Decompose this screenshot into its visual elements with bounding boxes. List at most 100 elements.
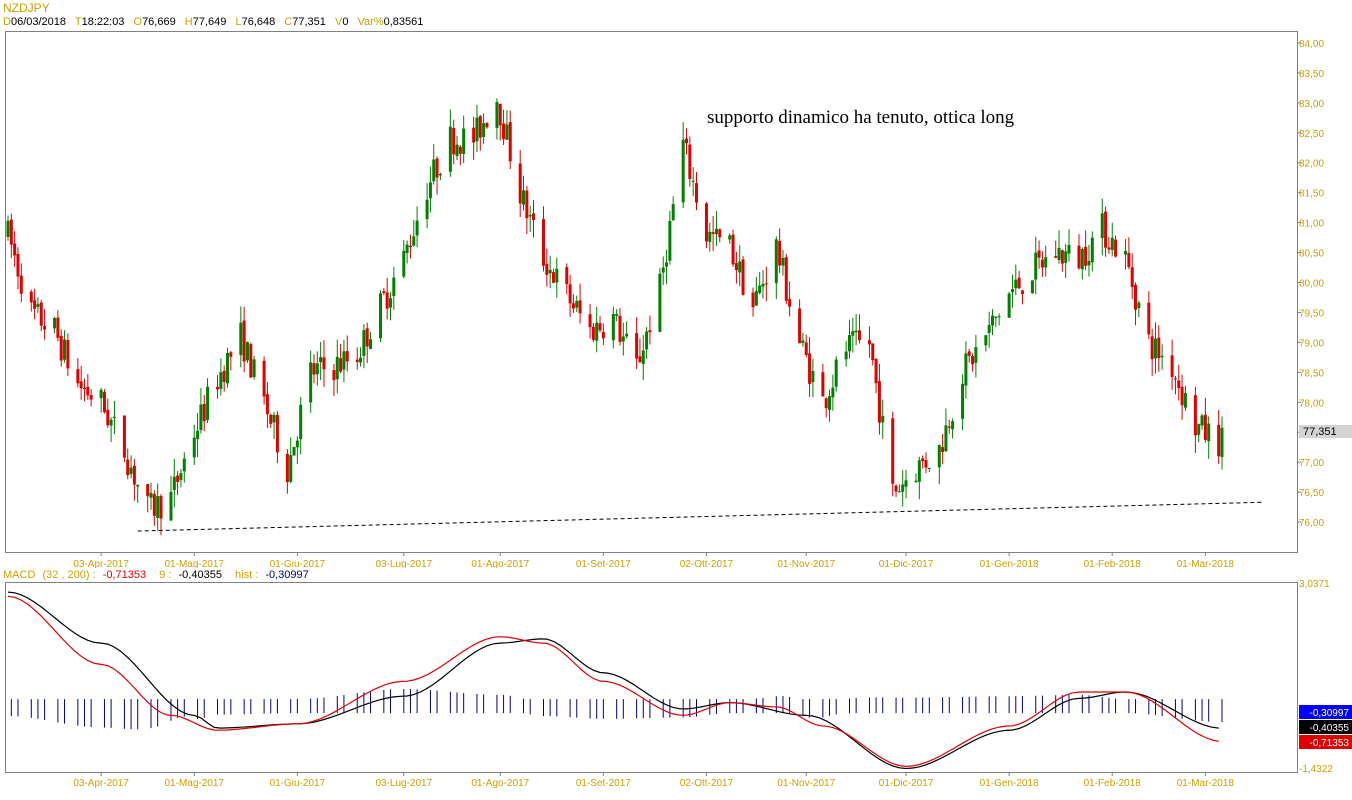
candle-body xyxy=(269,414,273,424)
price-x-tick-label: 03-Apr-2017 xyxy=(73,559,129,568)
candle-body xyxy=(618,315,622,342)
candle-body xyxy=(192,437,196,458)
last-price-marker xyxy=(1299,425,1352,438)
candle-body xyxy=(937,445,941,468)
candle-body xyxy=(555,268,559,283)
candle-body xyxy=(924,460,928,468)
candle-body xyxy=(728,235,732,240)
price-y-tick-label: 83,50 xyxy=(1299,69,1324,80)
macd-chart[interactable]: 3,0371 -1,4322 03-Apr-2017 01-Mag-2017 01-G… xyxy=(0,568,1352,800)
candle-body xyxy=(1220,427,1224,457)
candle-body xyxy=(43,326,47,330)
candle-body xyxy=(159,496,163,519)
candle-body xyxy=(1157,337,1161,359)
candle-body xyxy=(29,291,33,303)
candle-body xyxy=(867,340,871,345)
candle-body xyxy=(1183,392,1187,408)
candle-body xyxy=(1104,211,1108,248)
candle-body xyxy=(425,199,429,220)
candle-body xyxy=(428,182,432,199)
low-value: 76,648 xyxy=(241,16,276,28)
candle-body xyxy=(222,370,226,382)
candle-body xyxy=(216,387,220,390)
macd-x-tick-label: 03-Apr-2017 xyxy=(73,778,129,789)
candle-body xyxy=(202,403,206,422)
candle-body xyxy=(828,396,832,410)
candle-body xyxy=(122,415,126,458)
candle-body xyxy=(1197,424,1201,435)
candle-body xyxy=(714,228,718,235)
candle-body xyxy=(927,467,931,469)
candle-body xyxy=(788,299,792,307)
candle-body xyxy=(1160,355,1164,358)
signal-key: 9 : xyxy=(159,569,172,581)
candle-body xyxy=(528,215,532,217)
candle-body xyxy=(86,386,90,396)
candle-body xyxy=(548,269,552,274)
candle-body xyxy=(1100,213,1104,239)
candle-body xyxy=(824,398,828,409)
candle-body xyxy=(575,300,579,308)
candle-body xyxy=(1017,277,1021,289)
candle-body xyxy=(56,317,60,338)
candle-body xyxy=(877,381,881,423)
var-value: 0,83561 xyxy=(383,16,424,28)
last-price-label: 77,351 xyxy=(1303,426,1337,438)
support-trendline[interactable] xyxy=(137,501,1262,532)
candle-body xyxy=(645,331,649,350)
candle-body xyxy=(505,124,509,140)
candle-body xyxy=(831,387,835,398)
candle-body xyxy=(611,314,615,341)
macd-x-axis: 03-Apr-2017 01-Mag-2017 01-Giu-2017 03-Lug-… xyxy=(73,772,1234,789)
candle-body xyxy=(851,331,855,336)
candle-body xyxy=(1147,302,1151,335)
candle-body xyxy=(432,159,436,182)
candle-body xyxy=(292,446,296,456)
candle-body xyxy=(455,144,459,156)
candle-body xyxy=(1114,239,1118,257)
candle-body xyxy=(1153,338,1157,359)
price-y-tick-label: 77,00 xyxy=(1299,458,1324,469)
time-key: T xyxy=(74,16,82,28)
candle-body xyxy=(1217,424,1221,457)
price-x-tick-label: 01-Nov-2017 xyxy=(777,559,835,568)
candle-body xyxy=(66,339,70,369)
candle-body xyxy=(1040,259,1044,268)
candle-body xyxy=(365,328,369,347)
candle-body xyxy=(475,117,479,142)
close-key: C xyxy=(284,16,293,28)
candle-body xyxy=(598,323,602,331)
candle-body xyxy=(964,353,968,386)
price-y-tick-label: 78,00 xyxy=(1299,398,1324,409)
candle-body xyxy=(947,426,951,428)
high-value: 77,649 xyxy=(192,16,227,28)
candle-body xyxy=(578,300,582,314)
candle-body xyxy=(774,239,778,283)
candle-body xyxy=(295,440,299,448)
candle-body xyxy=(345,351,349,362)
candle-body xyxy=(857,330,861,341)
price-y-tick-label: 81,00 xyxy=(1299,219,1324,230)
candle-body xyxy=(1110,237,1114,251)
candle-body xyxy=(914,480,918,483)
signal-line xyxy=(7,591,1219,770)
volume-key: V xyxy=(334,16,343,28)
candle-body xyxy=(778,240,782,266)
candle-body xyxy=(1170,355,1174,377)
price-x-axis: 03-Apr-2017 01-Mag-2017 01-Giu-2017 03-Lug-… xyxy=(73,552,1234,568)
candle-body xyxy=(571,303,575,309)
macd-x-tick-label: 01-Mag-2017 xyxy=(165,778,225,789)
candle-body xyxy=(967,351,971,356)
hist-key: hist : xyxy=(235,569,259,581)
candle-body xyxy=(904,480,908,487)
macd-x-tick-label: 01-Giu-2017 xyxy=(270,778,326,789)
candle-body xyxy=(245,342,249,361)
candle-body xyxy=(1087,261,1091,266)
candle-body xyxy=(1044,257,1048,268)
candle-body xyxy=(315,363,319,375)
candle-body xyxy=(522,190,526,205)
price-chart[interactable]: 76,0076,5077,0077,5078,0078,5079,0079,50… xyxy=(0,0,1352,568)
macd-name: MACD xyxy=(3,569,36,581)
candle-body xyxy=(146,484,150,497)
candle-body xyxy=(355,359,359,362)
